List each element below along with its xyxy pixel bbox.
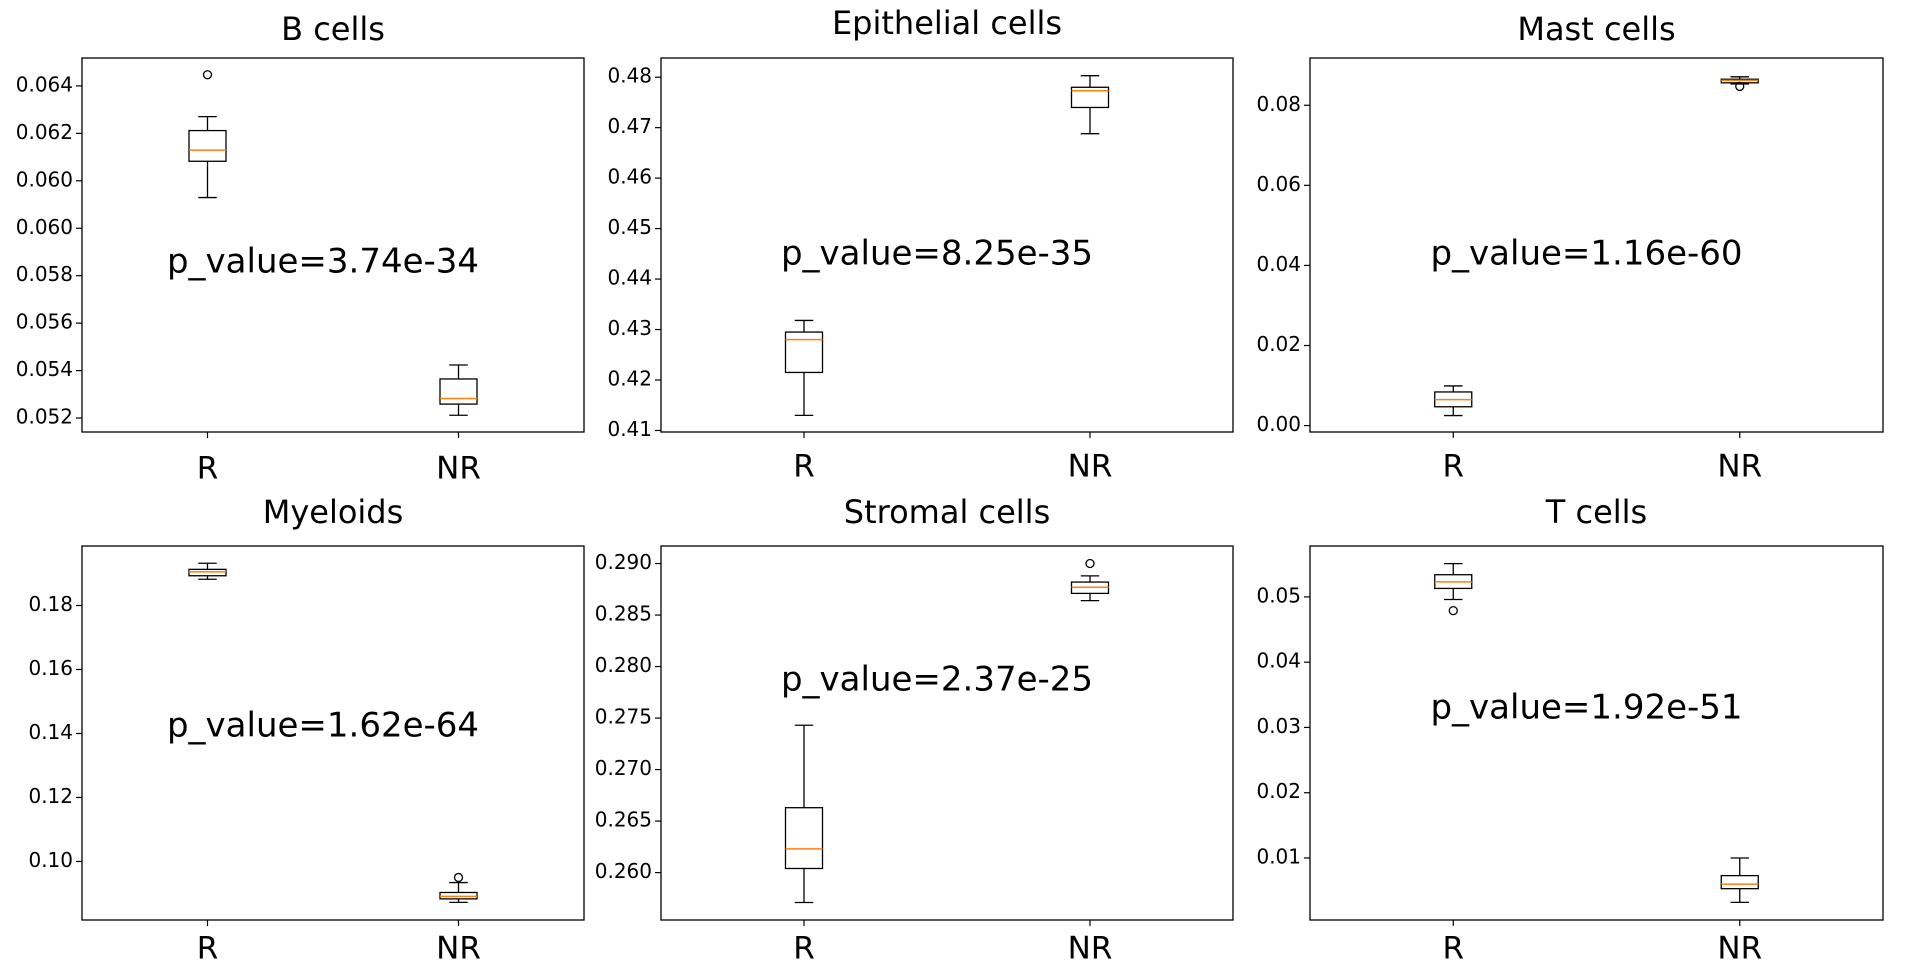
outlier <box>1085 558 1095 569</box>
y-tick-label: 0.05 <box>1256 583 1301 607</box>
y-tick-label: 0.058 <box>16 262 73 286</box>
y-tick-label: 0.45 <box>607 215 652 239</box>
y-tick-label: 0.02 <box>1256 779 1301 803</box>
x-tick-label: NR <box>436 931 481 960</box>
panel-title: Myeloids <box>263 493 404 531</box>
y-tick-label: 0.00 <box>1256 412 1301 436</box>
y-tick-label: 0.062 <box>16 120 73 144</box>
y-tick-label: 0.43 <box>607 316 652 340</box>
annotation: p_value=3.74e-34 <box>167 242 479 282</box>
box <box>1720 874 1759 890</box>
y-tick-label: 0.44 <box>607 266 652 290</box>
y-tick-label: 0.265 <box>595 808 652 832</box>
box <box>188 129 227 162</box>
annotation: p_value=8.25e-35 <box>781 234 1093 274</box>
panel: T cells p_value=1.92e-51 0.01 0.02 0.03 0.04 0… <box>1256 493 1884 960</box>
outlier <box>1448 605 1458 616</box>
panel: Mast cells p_value=1.16e-60 0.00 0.02 0.04 0.… <box>1256 10 1884 485</box>
y-tick-label: 0.260 <box>595 859 652 883</box>
box <box>439 378 478 405</box>
x-tick-label: NR <box>1068 449 1113 485</box>
y-tick-label: 0.01 <box>1256 844 1301 868</box>
y-tick-label: 0.280 <box>595 653 652 677</box>
y-tick-label: 0.060 <box>16 215 73 239</box>
panel-title: Stromal cells <box>844 493 1050 531</box>
y-tick-label: 0.285 <box>595 602 652 626</box>
y-tick-label: 0.48 <box>607 64 652 88</box>
y-tick-label: 0.03 <box>1256 714 1301 738</box>
y-tick-label: 0.054 <box>16 357 73 381</box>
y-tick-label: 0.052 <box>16 405 73 429</box>
y-tick-label: 0.06 <box>1256 172 1301 196</box>
y-tick-label: 0.16 <box>28 656 73 680</box>
y-tick-label: 0.10 <box>28 848 73 872</box>
y-tick-label: 0.42 <box>607 367 652 391</box>
y-tick-label: 0.064 <box>16 72 73 96</box>
y-tick-label: 0.270 <box>595 756 652 780</box>
panel: Epithelial cells p_value=8.25e-35 0.41 0.42… <box>607 4 1234 485</box>
y-tick-label: 0.275 <box>595 705 652 729</box>
annotation: p_value=1.16e-60 <box>1430 234 1742 274</box>
y-tick-label: 0.02 <box>1256 332 1301 356</box>
annotation: p_value=1.92e-51 <box>1430 688 1742 728</box>
x-tick-label: NR <box>1717 449 1762 485</box>
x-tick-label: R <box>197 451 219 487</box>
y-tick-label: 0.060 <box>16 167 73 191</box>
plot-frame <box>1309 545 1884 921</box>
panel-title: T cells <box>1545 493 1647 531</box>
y-tick-label: 0.290 <box>595 550 652 574</box>
plot-frame <box>1309 57 1884 433</box>
y-tick-label: 0.47 <box>607 114 652 138</box>
x-tick-label: NR <box>1068 931 1113 960</box>
panel: B cells p_value=3.74e-34 0.064 0.062 0.060 0.… <box>16 10 585 487</box>
x-tick-label: R <box>1442 931 1464 960</box>
y-tick-label: 0.04 <box>1256 252 1301 276</box>
panel-title: Mast cells <box>1517 10 1675 48</box>
box <box>784 331 824 374</box>
plot-frame <box>660 57 1234 433</box>
y-tick-label: 0.08 <box>1256 92 1301 116</box>
y-tick-label: 0.46 <box>607 165 652 189</box>
panel-title: Epithelial cells <box>832 4 1062 42</box>
outlier <box>202 70 213 80</box>
y-tick-label: 0.41 <box>607 417 652 441</box>
panel-title: B cells <box>281 10 385 48</box>
box <box>784 807 824 870</box>
x-tick-label: R <box>197 931 219 960</box>
plot-frame <box>81 57 585 433</box>
box <box>1070 86 1110 109</box>
panel: Myeloids p_value=1.62e-64 0.10 0.12 0.14 0.16… <box>28 493 585 960</box>
outlier <box>453 872 464 883</box>
x-tick-label: R <box>793 931 815 960</box>
y-tick-label: 0.18 <box>28 592 73 616</box>
x-tick-label: R <box>1442 449 1464 485</box>
x-tick-label: NR <box>1717 931 1762 960</box>
y-tick-label: 0.04 <box>1256 649 1301 673</box>
panel: Stromal cells p_value=2.37e-25 0.260 0.265 0… <box>595 493 1234 960</box>
plot-frame <box>660 545 1234 921</box>
x-tick-label: R <box>793 449 815 485</box>
y-tick-label: 0.056 <box>16 310 73 334</box>
y-tick-label: 0.12 <box>28 784 73 808</box>
annotation: p_value=1.62e-64 <box>167 706 479 746</box>
x-tick-label: NR <box>436 451 481 487</box>
annotation: p_value=2.37e-25 <box>781 660 1093 700</box>
y-tick-label: 0.14 <box>28 720 73 744</box>
outlier <box>1735 81 1745 92</box>
